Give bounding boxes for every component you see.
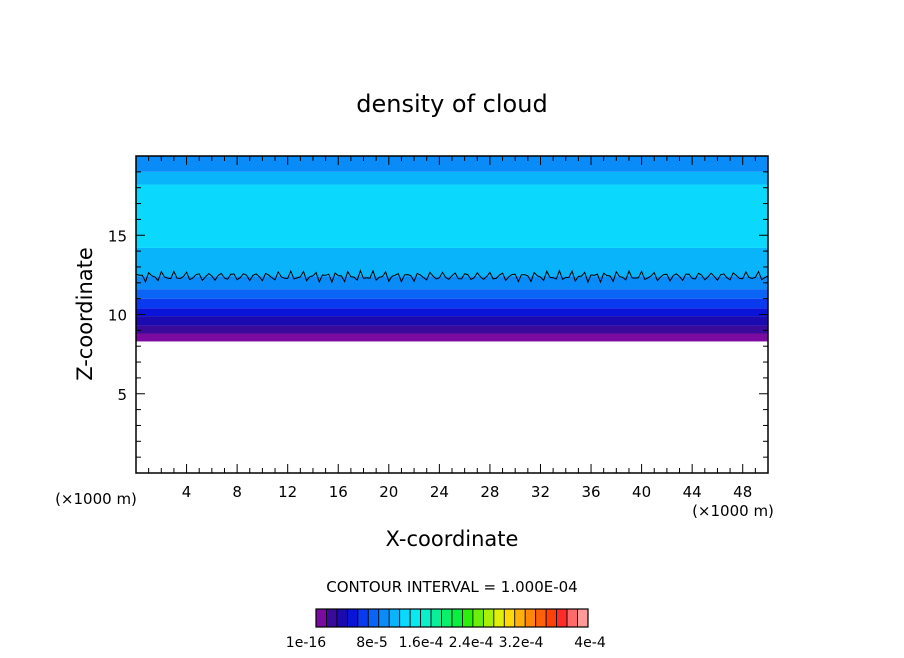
- y-tick-label: 5: [117, 386, 127, 404]
- colorbar-label: 2.4e-4: [449, 635, 494, 651]
- y-tick-labels: 5 10 15: [108, 227, 127, 404]
- plot-area: [135, 156, 769, 342]
- colorbar-frame: [315, 608, 589, 628]
- cloud-band-4: [136, 298, 768, 309]
- colorbar-label: 1.6e-4: [399, 635, 444, 651]
- colorbar-swatch: [482, 608, 495, 628]
- x-tick-label: 16: [329, 483, 348, 501]
- x-tick-label: 28: [480, 483, 499, 501]
- y-tick-label: 10: [108, 307, 127, 325]
- colorbar-swatch: [367, 608, 380, 628]
- colorbar-swatch: [566, 608, 578, 628]
- cloud-band-6: [136, 276, 768, 290]
- y-tick-label: 15: [108, 227, 127, 245]
- colorbar-swatch: [514, 608, 526, 628]
- x-tick-labels: 4 8 12 16 20 24 28 32 36 40 44 48: [182, 483, 752, 501]
- colorbar-swatch: [378, 608, 390, 628]
- colorbar-swatch: [326, 608, 338, 628]
- cloud-band-1: [136, 325, 768, 334]
- colorbar-swatch: [430, 608, 442, 628]
- colorbar-swatch: [545, 608, 558, 628]
- y-axis-label: Z-coordinate: [73, 247, 97, 381]
- cloud-band-10: [136, 156, 768, 172]
- colorbar-swatch: [462, 608, 474, 628]
- x-tick-label: 40: [632, 483, 651, 501]
- contour-line: [135, 269, 769, 284]
- colorbar-swatch: [493, 608, 505, 628]
- colorbar-swatch: [388, 608, 401, 628]
- x-unit-label-right: (×1000 m): [692, 502, 774, 520]
- cloud-band-2: [136, 316, 768, 326]
- colorbar-label: 1e-16: [286, 635, 326, 651]
- cloud-band-3: [136, 308, 768, 317]
- colorbar-label: 4e-4: [574, 635, 606, 651]
- cloud-band-7: [136, 247, 768, 277]
- x-tick-label: 48: [733, 483, 752, 501]
- colorbar-swatch: [535, 608, 547, 628]
- colorbar-swatch: [409, 608, 422, 628]
- x-tick-label: 24: [430, 483, 449, 501]
- colorbar-swatch: [336, 608, 348, 628]
- cloud-band-0: [136, 333, 768, 342]
- x-tick-label: 8: [232, 483, 242, 501]
- cloud-band-5: [136, 289, 768, 299]
- x-tick-label: 4: [182, 483, 192, 501]
- colorbar-swatch: [346, 608, 359, 628]
- colorbar-swatch: [524, 608, 537, 628]
- colorbar-swatch: [503, 608, 516, 628]
- colorbar-swatch: [315, 608, 327, 628]
- x-tick-label: 12: [278, 483, 297, 501]
- x-tick-label: 20: [379, 483, 398, 501]
- colorbar-swatch: [577, 608, 589, 628]
- x-tick-label: 32: [531, 483, 550, 501]
- cloud-band-9: [136, 171, 768, 185]
- colorbar-swatch: [399, 608, 411, 628]
- x-axis-label: X-coordinate: [386, 527, 519, 551]
- colorbar-labels: 1e-16 8e-5 1.6e-4 2.4e-4 3.2e-4 4e-4: [286, 635, 606, 651]
- colorbar-swatch: [472, 608, 484, 628]
- colorbar-swatch: [420, 608, 432, 628]
- x-unit-label-left: (×1000 m): [55, 490, 137, 508]
- cloud-band-8: [136, 184, 768, 248]
- colorbar-swatch: [441, 608, 453, 628]
- colorbar-label: 3.2e-4: [499, 635, 544, 651]
- colorbar-swatch: [451, 608, 463, 628]
- colorbar-swatch: [357, 608, 369, 628]
- colorbar-label: 8e-5: [356, 635, 387, 651]
- chart-title: density of cloud: [356, 90, 547, 118]
- x-tick-label: 44: [683, 483, 702, 501]
- x-tick-label: 36: [581, 483, 600, 501]
- contour-interval-label: CONTOUR INTERVAL = 1.000E-04: [326, 578, 577, 596]
- colorbar: [315, 608, 589, 628]
- axis-ticks: [136, 156, 768, 473]
- colorbar-swatch: [556, 608, 568, 628]
